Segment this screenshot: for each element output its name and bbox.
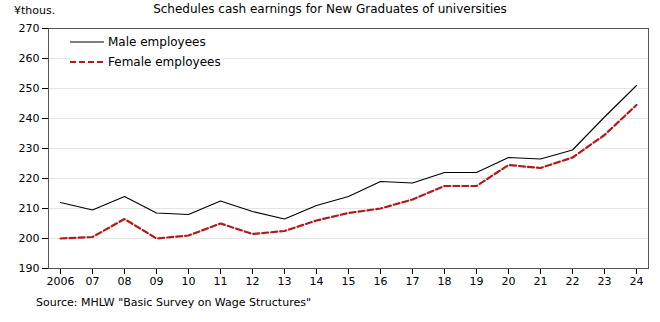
svg-text:250: 250 [19,82,40,95]
svg-text:18: 18 [438,275,452,288]
html-text:Male employees: Male employees [108,35,206,49]
svg-text:15: 15 [342,275,356,288]
svg-text:220: 220 [19,172,40,185]
svg-text:200: 200 [19,232,40,245]
html-text:Schedules cash earnings for Ne: Schedules cash earnings for New Graduate… [153,2,507,16]
svg-text:13: 13 [278,275,292,288]
svg-text:24: 24 [630,275,644,288]
svg-text:23: 23 [598,275,612,288]
svg-text:11: 11 [214,275,228,288]
html-text:Female employees: Female employees [108,55,221,69]
svg-text:09: 09 [150,275,164,288]
svg-text:270: 270 [19,22,40,35]
svg-text:16: 16 [374,275,388,288]
svg-text:19: 19 [470,275,484,288]
svg-text:230: 230 [19,142,40,155]
html-text:Source: MHLW "Basic Survey on: Source: MHLW "Basic Survey on Wage Struc… [36,296,311,309]
svg-text:190: 190 [19,262,40,275]
svg-text:14: 14 [310,275,324,288]
svg-text:210: 210 [19,202,40,215]
svg-text:12: 12 [246,275,260,288]
svg-text:240: 240 [19,112,40,125]
svg-text:20: 20 [502,275,516,288]
html-text:¥thous.: ¥thous. [14,4,56,17]
svg-text:22: 22 [566,275,580,288]
svg-text:21: 21 [534,275,548,288]
svg-text:260: 260 [19,52,40,65]
svg-text:10: 10 [182,275,196,288]
svg-text:07: 07 [86,275,100,288]
svg-text:2006: 2006 [47,275,75,288]
svg-text:17: 17 [406,275,420,288]
svg-text:08: 08 [118,275,132,288]
